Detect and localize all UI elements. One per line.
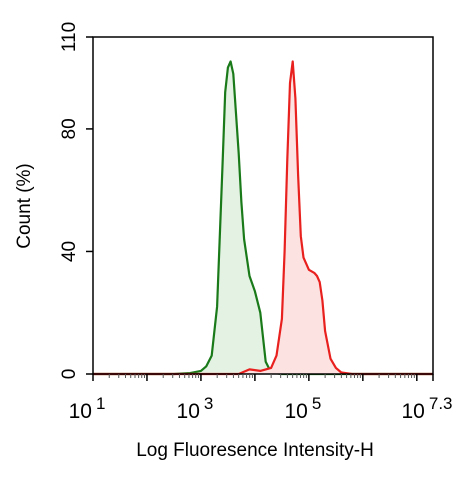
series-1-area — [93, 61, 433, 374]
y-axis-label: Count (%) — [14, 163, 35, 249]
x-tick-label-3: 10 7.3 — [402, 394, 453, 423]
plot-frame — [92, 36, 434, 375]
y-tick-label-2: 80 — [59, 118, 80, 139]
series-0-line — [93, 60, 433, 376]
series-0-area — [93, 61, 433, 374]
y-tick-label-3: 110 — [59, 22, 80, 52]
x-axis-label: Log Fluoresence Intensity-H — [136, 440, 374, 461]
y-tick-label-0: 0 — [59, 369, 80, 380]
series-1-line — [93, 60, 433, 376]
series-layer — [93, 60, 433, 376]
axis-layer: 0 40 80 110 10 1 10 3 10 5 10 7.3 — [59, 22, 452, 423]
y-tick-label-1: 40 — [59, 241, 80, 262]
x-tick-label-1: 10 3 — [177, 394, 214, 423]
x-tick-label-2: 10 5 — [284, 394, 321, 423]
x-tick-label-0: 10 1 — [69, 394, 106, 423]
